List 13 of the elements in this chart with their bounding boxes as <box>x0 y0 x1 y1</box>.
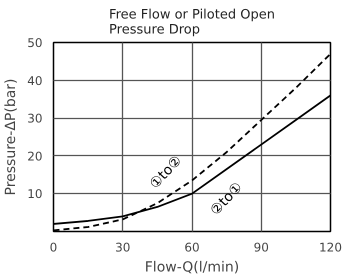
x-tick-label: 0 <box>50 240 58 254</box>
y-tick-label: 50 <box>27 36 43 50</box>
x-tick-label: 120 <box>319 240 342 254</box>
y-tick-label: 30 <box>27 112 43 126</box>
x-tick-label: 30 <box>115 240 130 254</box>
y-tick-label: 40 <box>27 74 43 88</box>
x-axis-title: Flow-Q(l/min) <box>144 260 240 276</box>
x-tick-label: 60 <box>184 240 200 254</box>
y-tick-label: 10 <box>27 187 43 202</box>
y-tick-label: 20 <box>27 149 43 164</box>
y-axis-title: Pressure-ΔP(bar) <box>3 78 20 196</box>
chart-title: Free Flow or Piloted Open Pressure Drop <box>109 8 275 38</box>
x-tick-label: 90 <box>254 240 269 254</box>
